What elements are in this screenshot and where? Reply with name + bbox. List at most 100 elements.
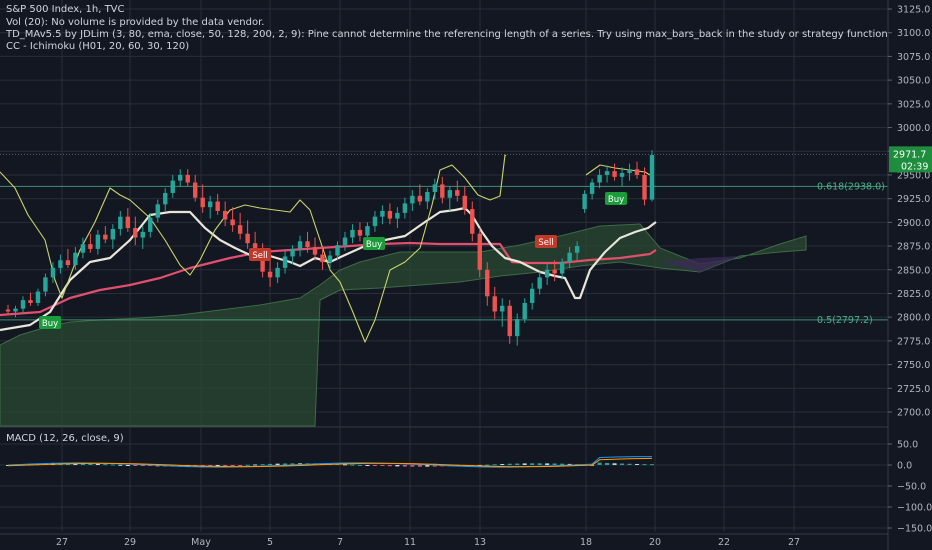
legend-ichimoku[interactable]: CC - Ichimoku (H01, 20, 60, 30, 120) [6, 41, 190, 52]
candle-body [110, 228, 116, 240]
macd-histogram-bar [380, 465, 385, 466]
candle [357, 222, 363, 242]
legend-volume[interactable]: Vol (20): No volume is provided by the d… [6, 17, 265, 28]
candle-body [133, 228, 138, 238]
candle [245, 220, 250, 249]
candle [312, 237, 318, 261]
candle-body [200, 197, 205, 208]
macd-histogram-bar [357, 464, 362, 466]
candle-body [73, 252, 78, 266]
candle [103, 226, 108, 244]
fib-label: 0.618(2938.0) [817, 181, 885, 192]
candle-body [58, 260, 63, 268]
macd-histogram-bar [597, 462, 602, 465]
macd-histogram-bar [492, 464, 497, 466]
candle-body [372, 216, 378, 227]
candle [193, 174, 198, 202]
candle-body [312, 247, 318, 255]
candle-body [537, 277, 542, 289]
candle-body [305, 241, 310, 248]
candle [118, 210, 123, 236]
candle [492, 286, 497, 320]
legend-title[interactable]: S&P 500 Index, 1h, TVC [6, 4, 125, 15]
cloud-bear-segment [660, 256, 740, 272]
macd-histogram-bar [410, 465, 415, 467]
macd-histogram-bar [290, 463, 295, 465]
candle-body [163, 192, 168, 205]
ichimoku-cloud [0, 223, 807, 427]
time-axis: 27 29 May 5 7 11 13 18 20 22 27 [0, 533, 888, 548]
candle-body [170, 180, 175, 193]
candle [35, 288, 41, 306]
candle [567, 247, 572, 268]
candle-body [327, 255, 333, 263]
macd-histogram-bar [215, 465, 220, 467]
x-tick-label: 11 [404, 537, 416, 548]
y-tick-label: 3000.0 [897, 123, 930, 134]
candle-body [275, 267, 280, 278]
signal-label: Buy [366, 240, 382, 250]
candle-body [215, 201, 220, 211]
candle-body [522, 302, 527, 320]
candle [529, 283, 535, 310]
macd-histogram-bar [230, 465, 235, 466]
candle-body [515, 319, 520, 337]
candle-body [552, 269, 557, 274]
candle [95, 229, 101, 255]
candle [222, 201, 228, 227]
candle [320, 247, 325, 270]
candle [552, 260, 557, 282]
candle-body [455, 190, 460, 196]
candle-body [485, 269, 490, 297]
macd-histogram-bar [283, 463, 288, 465]
candle-body [417, 195, 423, 202]
candlesticks [5, 150, 655, 346]
macd-histogram-bar [260, 464, 265, 466]
candle-body [440, 184, 445, 198]
candle-body [619, 173, 625, 177]
candle-body [357, 229, 363, 236]
candle-body [5, 309, 11, 312]
macd-tick-label: −50.0 [897, 482, 926, 493]
candle [5, 304, 11, 316]
macd-histogram-bar [627, 463, 632, 465]
candle [230, 207, 235, 232]
macd-histogram-bar [545, 463, 550, 465]
candle-body [155, 204, 160, 218]
candle [432, 178, 438, 200]
legend-macd[interactable]: MACD (12, 26, close, 9) [6, 433, 124, 444]
price-axis: 3125.03100.03075.03050.03025.03000.02975… [887, 0, 932, 550]
x-tick-label: 13 [474, 537, 486, 548]
macd-histogram-bar [417, 465, 422, 467]
candle-body [193, 182, 198, 198]
candle-body [50, 267, 56, 278]
signal-label: Sell [252, 251, 267, 261]
candle-body [642, 174, 647, 200]
candle-body [252, 243, 258, 253]
candle [425, 188, 430, 210]
candle [58, 254, 63, 274]
candle [13, 305, 18, 318]
candle-body [95, 234, 101, 249]
macd-histogram-bar [275, 463, 280, 465]
candle-body [604, 171, 610, 175]
macd-histogram-bar [110, 464, 115, 466]
macd-histogram-bar [365, 465, 370, 466]
candle [574, 241, 580, 261]
candle [155, 199, 160, 223]
candle [395, 207, 400, 229]
candle [604, 165, 610, 183]
candle [125, 208, 131, 232]
macd-histogram-bar [500, 464, 505, 466]
legend-tdma[interactable]: TD_MAv5.5 by JDLim (3, 80, ema, close, 5… [6, 29, 888, 40]
price-labels: 2971.702:39 [889, 146, 932, 173]
y-tick-label: 2700.0 [897, 408, 930, 419]
candle [73, 247, 78, 270]
y-tick-label: 2775.0 [897, 336, 930, 347]
macd-histogram-bar [140, 465, 145, 466]
lagging-span-line [0, 154, 507, 343]
candle [342, 231, 348, 251]
macd-histogram-bar [507, 463, 512, 465]
signal-label: Buy [42, 319, 58, 329]
